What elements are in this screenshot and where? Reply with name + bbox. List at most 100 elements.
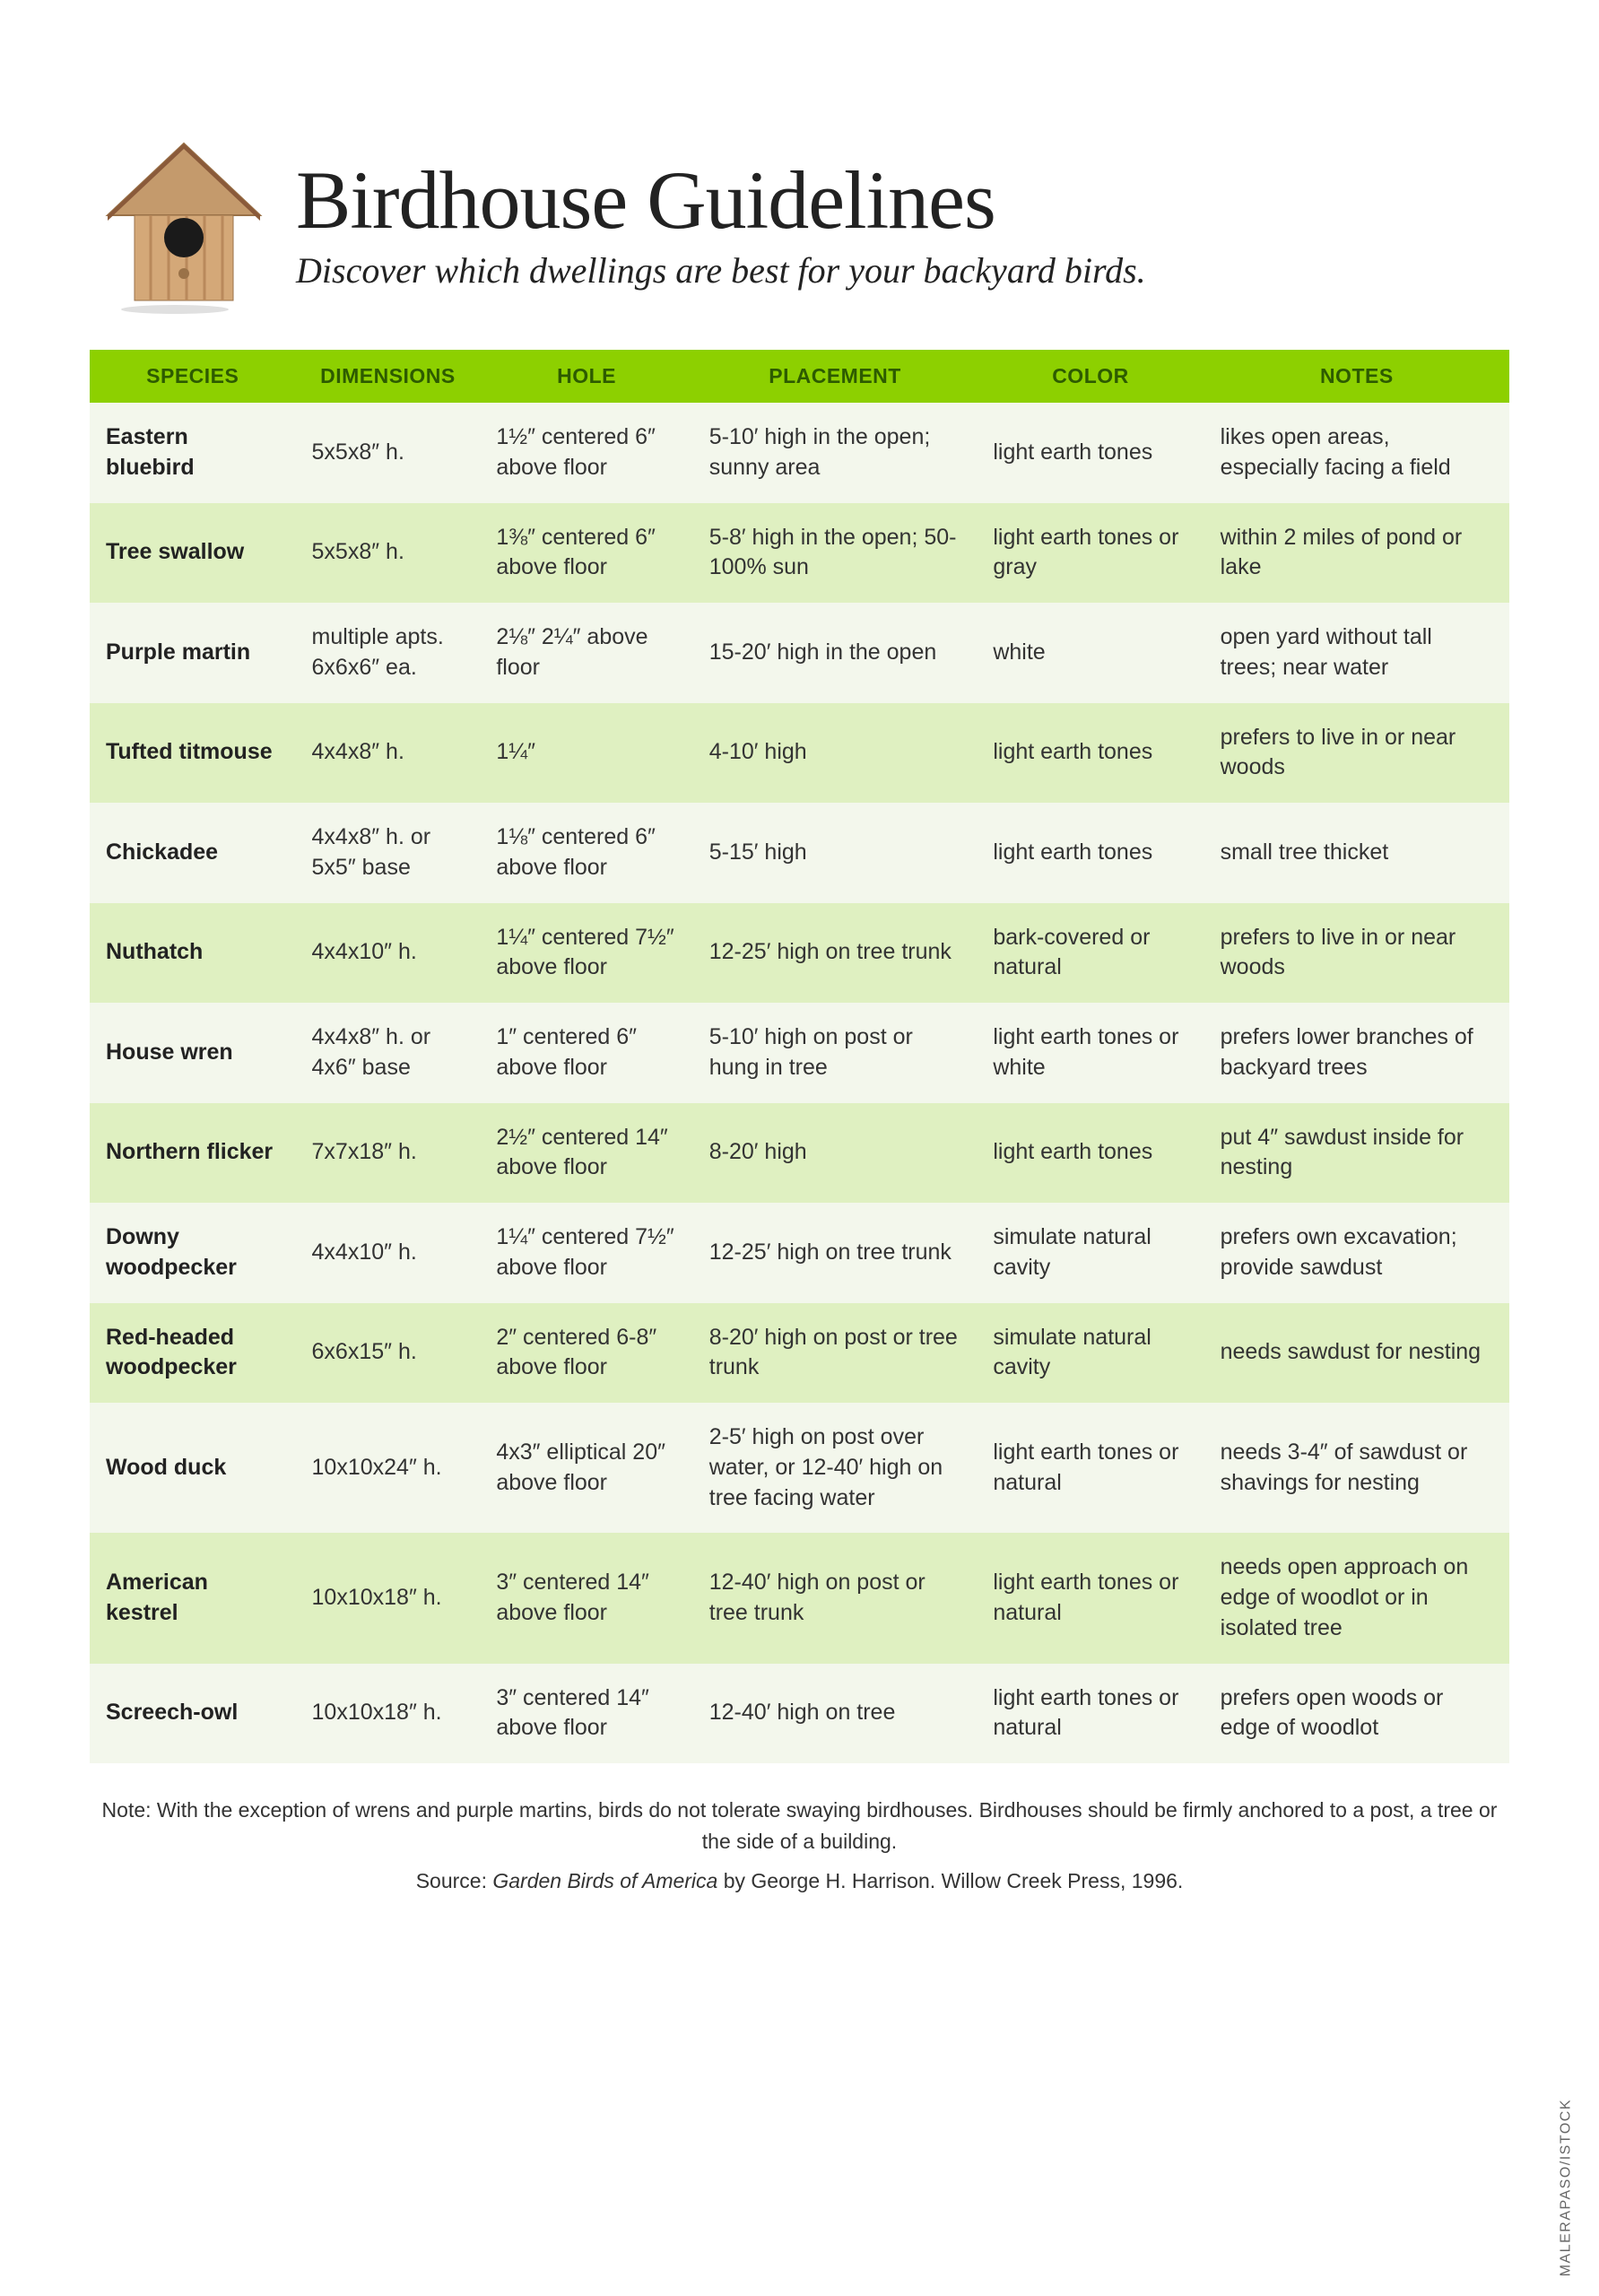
cell-species: Wood duck (90, 1403, 296, 1533)
cell-placement: 12-40′ high on post or tree trunk (693, 1533, 978, 1663)
cell-notes: prefers open woods or edge of woodlot (1204, 1664, 1509, 1764)
cell-placement: 8-20′ high on post or tree trunk (693, 1303, 978, 1404)
source-prefix: Source: (416, 1869, 493, 1892)
col-header-hole: HOLE (480, 350, 692, 403)
cell-placement: 8-20′ high (693, 1103, 978, 1204)
col-header-species: SPECIES (90, 350, 296, 403)
cell-hole: 1½″ centered 6″ above floor (480, 403, 692, 503)
cell-placement: 12-25′ high on tree trunk (693, 1203, 978, 1303)
cell-placement: 5-15′ high (693, 803, 978, 903)
cell-species: House wren (90, 1003, 296, 1103)
cell-color: light earth tones (977, 803, 1204, 903)
cell-notes: prefers lower branches of backyard trees (1204, 1003, 1509, 1103)
table-row: Screech-owl10x10x18″ h.3″ centered 14″ a… (90, 1664, 1509, 1764)
cell-notes: needs open approach on edge of woodlot o… (1204, 1533, 1509, 1663)
cell-color: light earth tones (977, 703, 1204, 804)
cell-placement: 15-20′ high in the open (693, 603, 978, 703)
cell-placement: 5-8′ high in the open; 50-100% sun (693, 503, 978, 604)
cell-notes: needs sawdust for nesting (1204, 1303, 1509, 1404)
cell-dimensions: 4x4x10″ h. (296, 1203, 481, 1303)
cell-color: light earth tones or white (977, 1003, 1204, 1103)
cell-species: Tufted titmouse (90, 703, 296, 804)
cell-dimensions: 10x10x18″ h. (296, 1533, 481, 1663)
cell-hole: 1¼″ centered 7½″ above floor (480, 1203, 692, 1303)
cell-color: light earth tones or natural (977, 1403, 1204, 1533)
cell-notes: small tree thicket (1204, 803, 1509, 903)
table-header: SPECIES DIMENSIONS HOLE PLACEMENT COLOR … (90, 350, 1509, 403)
col-header-notes: NOTES (1204, 350, 1509, 403)
cell-notes: needs 3-4″ of sawdust or shavings for ne… (1204, 1403, 1509, 1533)
cell-species: Nuthatch (90, 903, 296, 1004)
cell-species: Screech-owl (90, 1664, 296, 1764)
table-row: Northern flicker7x7x18″ h.2½″ centered 1… (90, 1103, 1509, 1204)
cell-color: simulate natural cavity (977, 1303, 1204, 1404)
cell-hole: 2½″ centered 14″ above floor (480, 1103, 692, 1204)
source-book: Garden Birds of America (492, 1869, 717, 1892)
footer-source: Source: Garden Birds of America by Georg… (90, 1869, 1509, 1893)
birdhouse-icon (99, 135, 269, 314)
cell-hole: 1¼″ centered 7½″ above floor (480, 903, 692, 1004)
footer-note: Note: With the exception of wrens and pu… (90, 1795, 1509, 1857)
cell-color: bark-covered or natural (977, 903, 1204, 1004)
cell-dimensions: 4x4x8″ h. (296, 703, 481, 804)
cell-color: light earth tones or natural (977, 1533, 1204, 1663)
cell-color: light earth tones or gray (977, 503, 1204, 604)
cell-color: light earth tones or natural (977, 1664, 1204, 1764)
cell-color: light earth tones (977, 403, 1204, 503)
cell-dimensions: 7x7x18″ h. (296, 1103, 481, 1204)
table-row: Downy woodpecker4x4x10″ h.1¼″ centered 7… (90, 1203, 1509, 1303)
cell-notes: put 4″ sawdust inside for nesting (1204, 1103, 1509, 1204)
col-header-dimensions: DIMENSIONS (296, 350, 481, 403)
cell-placement: 5-10′ high on post or hung in tree (693, 1003, 978, 1103)
table-row: House wren4x4x8″ h. or 4x6″ base1″ cente… (90, 1003, 1509, 1103)
cell-dimensions: 4x4x10″ h. (296, 903, 481, 1004)
cell-notes: likes open areas, especially facing a fi… (1204, 403, 1509, 503)
cell-dimensions: 5x5x8″ h. (296, 503, 481, 604)
cell-notes: within 2 miles of pond or lake (1204, 503, 1509, 604)
cell-hole: 3″ centered 14″ above floor (480, 1533, 692, 1663)
cell-hole: 1⅜″ centered 6″ above floor (480, 503, 692, 604)
table-row: Nuthatch4x4x10″ h.1¼″ centered 7½″ above… (90, 903, 1509, 1004)
page-title: Birdhouse Guidelines (296, 157, 1509, 244)
cell-hole: 2⅛″ 2¼″ above floor (480, 603, 692, 703)
col-header-placement: PLACEMENT (693, 350, 978, 403)
cell-color: white (977, 603, 1204, 703)
page-header: Birdhouse Guidelines Discover which dwel… (90, 135, 1509, 314)
cell-species: Downy woodpecker (90, 1203, 296, 1303)
page-subtitle: Discover which dwellings are best for yo… (296, 249, 1509, 291)
table-row: Red-headed woodpecker6x6x15″ h.2″ center… (90, 1303, 1509, 1404)
cell-hole: 2″ centered 6-8″ above floor (480, 1303, 692, 1404)
cell-species: Tree swallow (90, 503, 296, 604)
cell-dimensions: 6x6x15″ h. (296, 1303, 481, 1404)
cell-species: Eastern bluebird (90, 403, 296, 503)
cell-hole: 1⅛″ centered 6″ above floor (480, 803, 692, 903)
cell-placement: 12-40′ high on tree (693, 1664, 978, 1764)
cell-dimensions: 10x10x24″ h. (296, 1403, 481, 1533)
table-row: Purple martinmultiple apts. 6x6x6″ ea.2⅛… (90, 603, 1509, 703)
cell-species: Chickadee (90, 803, 296, 903)
cell-hole: 1″ centered 6″ above floor (480, 1003, 692, 1103)
table-row: Eastern bluebird5x5x8″ h.1½″ centered 6″… (90, 403, 1509, 503)
title-block: Birdhouse Guidelines Discover which dwel… (296, 157, 1509, 291)
cell-placement: 5-10′ high in the open; sunny area (693, 403, 978, 503)
source-suffix: by George H. Harrison. Willow Creek Pres… (717, 1869, 1183, 1892)
table-row: American kestrel10x10x18″ h.3″ centered … (90, 1533, 1509, 1663)
table-row: Tufted titmouse4x4x8″ h.1¼″4-10′ highlig… (90, 703, 1509, 804)
cell-placement: 2-5′ high on post over water, or 12-40′ … (693, 1403, 978, 1533)
cell-notes: prefers own excavation; provide sawdust (1204, 1203, 1509, 1303)
cell-species: Red-headed woodpecker (90, 1303, 296, 1404)
cell-color: light earth tones (977, 1103, 1204, 1204)
cell-species: Northern flicker (90, 1103, 296, 1204)
cell-notes: prefers to live in or near woods (1204, 903, 1509, 1004)
cell-placement: 4-10′ high (693, 703, 978, 804)
cell-dimensions: 10x10x18″ h. (296, 1664, 481, 1764)
cell-species: Purple martin (90, 603, 296, 703)
guidelines-table: SPECIES DIMENSIONS HOLE PLACEMENT COLOR … (90, 350, 1509, 1763)
table-row: Chickadee4x4x8″ h. or 5x5″ base1⅛″ cente… (90, 803, 1509, 903)
cell-dimensions: multiple apts. 6x6x6″ ea. (296, 603, 481, 703)
cell-species: American kestrel (90, 1533, 296, 1663)
col-header-color: COLOR (977, 350, 1204, 403)
cell-dimensions: 4x4x8″ h. or 5x5″ base (296, 803, 481, 903)
cell-hole: 1¼″ (480, 703, 692, 804)
photo-credit: MALERAPASO/ISTOCK (1558, 2099, 1574, 2276)
